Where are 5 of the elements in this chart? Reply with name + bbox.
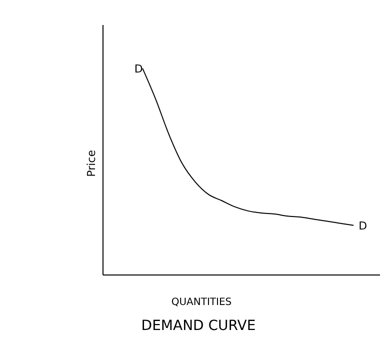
x-axis-title: QUANTITIES <box>171 297 232 308</box>
annotation: D <box>134 62 143 76</box>
text: DEMAND CURVE <box>140 318 257 334</box>
y-axis-title: Price <box>84 150 98 177</box>
annotation: D <box>358 219 368 232</box>
